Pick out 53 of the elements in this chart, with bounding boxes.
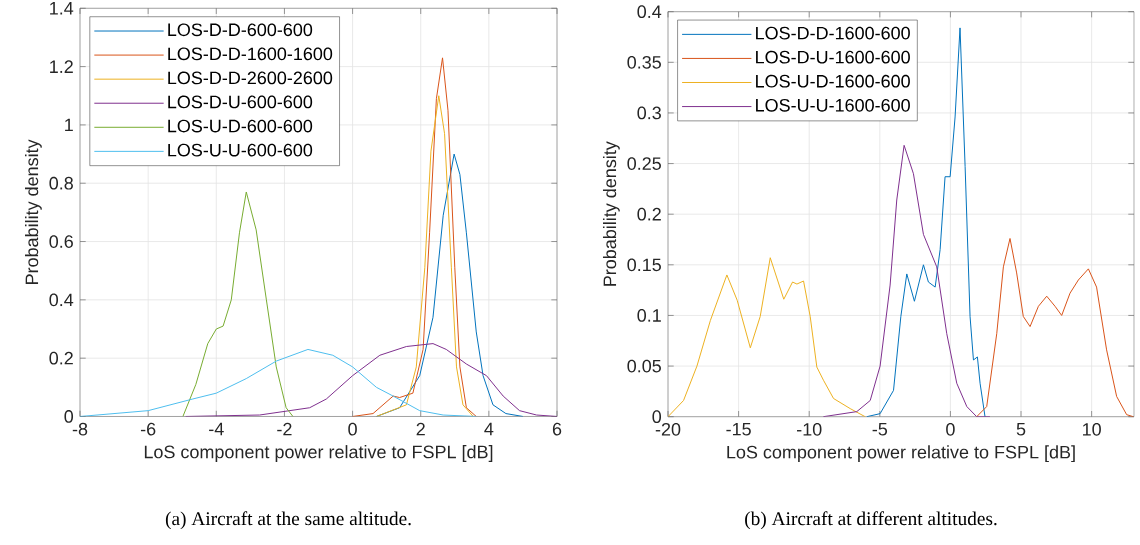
y-tick-label: 0.6 — [49, 235, 73, 248]
y-tick-label: 0.1 — [637, 309, 661, 322]
y-tick-label: 0.15 — [627, 258, 661, 272]
x-axis-title: LoS component power relative to FSPL [dB] — [727, 445, 1075, 463]
x-tick-label: -2 — [277, 422, 292, 436]
line-series — [976, 237, 1134, 417]
y-tick-label: 1 — [65, 118, 73, 132]
x-tick-label: -15 — [726, 422, 751, 436]
y-tick-label: 0.4 — [637, 5, 662, 19]
x-tick-label: -4 — [209, 422, 224, 436]
x-tick-label: -5 — [872, 422, 888, 436]
legend-label: LOS-D-D-1600-1600 — [168, 47, 333, 61]
x-tick-label: 5 — [1016, 422, 1026, 436]
x-tick-label: 6 — [552, 422, 562, 436]
line-series — [375, 95, 474, 417]
x-tick-label: 0 — [946, 422, 955, 436]
x-tick-label: -8 — [72, 422, 88, 436]
legend-label: LOS-U-U-600-600 — [168, 143, 313, 157]
legend-label: LOS-U-D-1600-600 — [756, 74, 910, 88]
line-series — [182, 191, 294, 417]
legend-label: LOS-D-D-2600-2600 — [168, 71, 333, 85]
y-tick-label: 0.2 — [637, 207, 661, 221]
x-axis-title: LoS component power relative to FSPL [dB] — [144, 445, 493, 462]
y-tick-label: 0 — [64, 410, 74, 423]
x-tick-label: 4 — [484, 422, 494, 436]
x-tick-label: 0 — [348, 422, 357, 436]
y-tick-label: 0.35 — [627, 55, 661, 69]
text: (a) Aircraft at the same altitude. — [165, 511, 411, 530]
legend-label: LOS-D-U-600-600 — [168, 95, 313, 109]
y-tick-label: 0.2 — [49, 351, 73, 365]
line-series — [352, 57, 477, 417]
y-tick-label: 0 — [652, 410, 662, 424]
x-tick-label: -20 — [655, 422, 681, 436]
x-tick-label: -10 — [797, 422, 822, 436]
y-tick-label: 0.8 — [49, 176, 73, 190]
x-tick-label: 10 — [1083, 422, 1101, 436]
y-tick-label: 0.05 — [627, 359, 661, 373]
legend-label: LOS-D-U-1600-600 — [756, 50, 910, 64]
y-axis-title: Probability density — [602, 141, 620, 286]
x-tick-label: 2 — [416, 422, 425, 436]
legend-label: LOS-D-D-1600-600 — [756, 26, 910, 40]
y-tick-label: 0.25 — [627, 157, 661, 170]
legend-label: LOS-U-D-600-600 — [168, 119, 313, 133]
y-tick-label: 1.2 — [50, 60, 73, 73]
legend-label: LOS-D-D-600-600 — [168, 23, 313, 37]
x-tick-label: -6 — [140, 422, 156, 436]
y-tick-label: 0.3 — [637, 106, 661, 120]
text: (b) Aircraft at different altitudes. — [745, 511, 997, 530]
y-tick-label: 1.4 — [50, 2, 74, 15]
y-axis-title: Probability density — [25, 139, 42, 284]
line-series — [668, 257, 866, 417]
legend-label: LOS-U-U-1600-600 — [756, 98, 910, 112]
y-tick-label: 0.4 — [49, 293, 74, 307]
